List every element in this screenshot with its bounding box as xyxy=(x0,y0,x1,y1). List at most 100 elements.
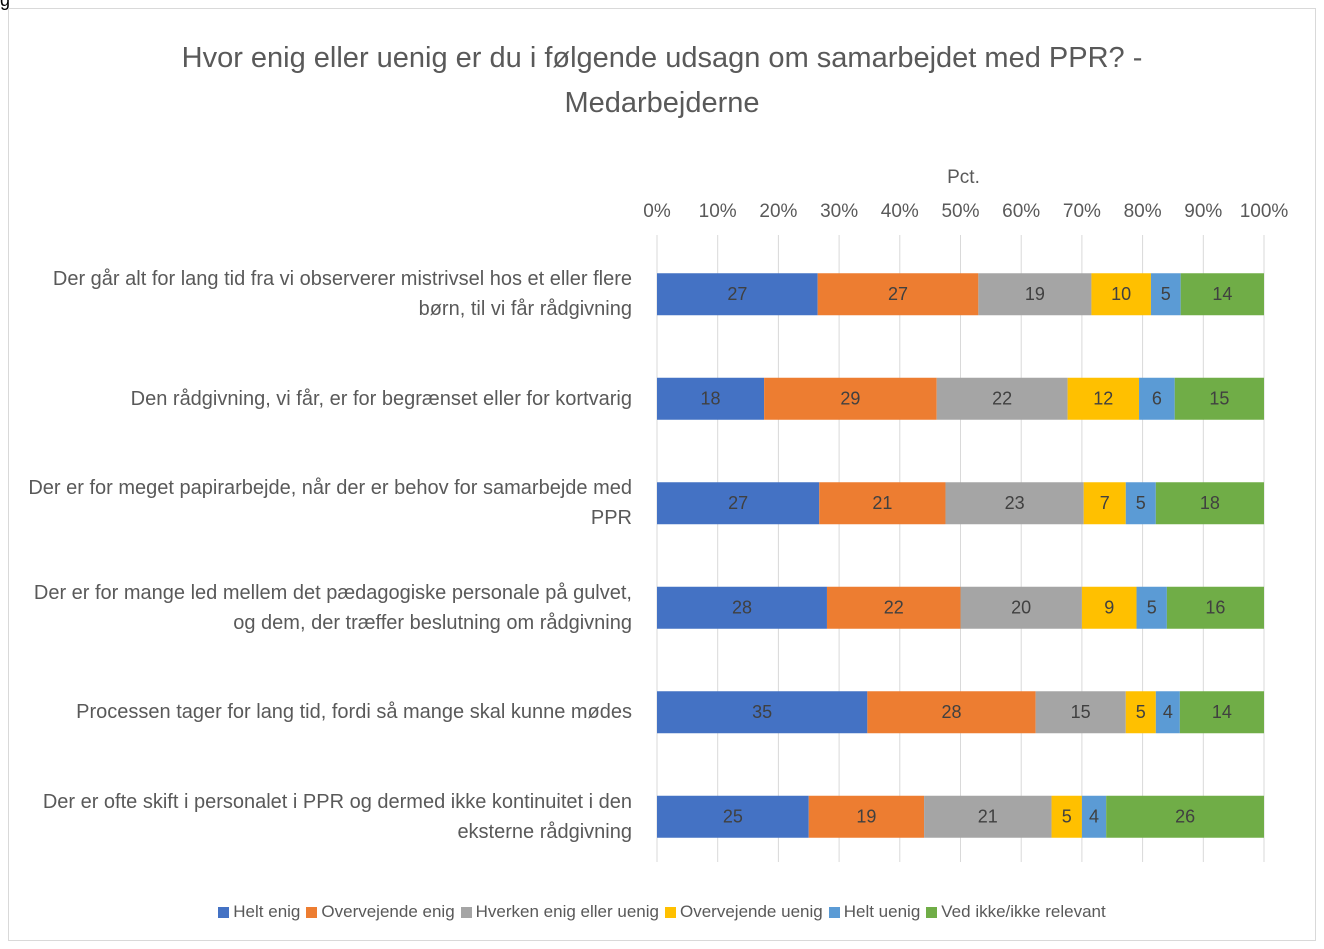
bar-segment xyxy=(657,377,765,420)
bar-segment xyxy=(1106,795,1264,838)
bar-segment xyxy=(819,482,946,525)
y-tick-label: Der går alt for lang tid fra vi observer… xyxy=(52,268,632,321)
legend-swatch xyxy=(828,906,840,918)
data-label: 5 xyxy=(1136,493,1146,513)
bar-segment xyxy=(1136,586,1167,629)
x-tick-label: 0% xyxy=(643,201,671,222)
legend: Helt enig Overvejende enig Hverken enig el… xyxy=(0,902,1324,922)
bar-segment xyxy=(808,795,925,838)
data-label: 19 xyxy=(1025,284,1045,304)
legend-label: Helt enig xyxy=(233,902,301,921)
x-tick-label: 80% xyxy=(1124,201,1162,222)
y-tick-label: Processen tager for lang tid, fordi så m… xyxy=(76,701,632,724)
data-label: 5 xyxy=(1147,598,1157,618)
data-label: 18 xyxy=(1200,493,1220,513)
bar-segment xyxy=(1150,273,1181,316)
data-label: 9 xyxy=(1104,598,1114,618)
bar-segment xyxy=(657,273,818,316)
x-tick-label: 40% xyxy=(881,201,919,222)
x-tick-label: 20% xyxy=(759,201,797,222)
data-label: 5 xyxy=(1136,702,1146,722)
data-label: 19 xyxy=(856,807,876,827)
bar-segment xyxy=(764,377,937,420)
legend-label: Overvejende uenig xyxy=(680,902,823,921)
data-label: 26 xyxy=(1175,807,1195,827)
bar-segment xyxy=(657,795,809,838)
data-label: 28 xyxy=(732,598,752,618)
y-tick-label: Der er for meget papirarbejde, når der e… xyxy=(28,477,632,530)
bar-segment xyxy=(936,377,1068,420)
data-label: 22 xyxy=(884,598,904,618)
y-tick-label: Der er ofte skift i personalet i PPR og … xyxy=(42,790,632,843)
bar-segment xyxy=(657,482,820,525)
data-label: 35 xyxy=(752,702,772,722)
corner-text: g xyxy=(0,0,11,10)
bar-segment xyxy=(978,273,1092,316)
legend-item: Hverken enig eller uenig xyxy=(460,902,659,922)
bar-segment xyxy=(1051,795,1082,838)
data-label: 14 xyxy=(1212,284,1232,304)
data-label: 5 xyxy=(1062,807,1072,827)
bar-segment xyxy=(1035,691,1126,734)
data-label: 4 xyxy=(1163,702,1173,722)
bar-segment xyxy=(960,586,1082,629)
bar-segment xyxy=(1174,377,1264,420)
bar-segment xyxy=(1180,273,1264,316)
data-label: 27 xyxy=(728,493,748,513)
legend-item: Overvejende enig xyxy=(306,902,455,922)
legend-swatch xyxy=(218,906,230,918)
legend-label: Helt uenig xyxy=(843,902,921,921)
data-label: 5 xyxy=(1161,284,1171,304)
bar-segment xyxy=(1125,482,1156,525)
data-label: 6 xyxy=(1152,389,1162,409)
bar-segment xyxy=(1091,273,1151,316)
bar-segment xyxy=(657,586,827,629)
data-label: 15 xyxy=(1071,702,1091,722)
chart-title: Hvor enig eller uenig er du i følgende u… xyxy=(181,42,1143,119)
x-tick-label: 10% xyxy=(699,201,737,222)
data-label: 16 xyxy=(1205,598,1225,618)
bar-segment xyxy=(1179,691,1264,734)
data-label: 21 xyxy=(978,807,998,827)
data-label: 18 xyxy=(701,389,721,409)
bar-segment xyxy=(1139,377,1175,420)
legend-item: Overvejende uenig xyxy=(665,902,823,922)
x-tick-label: 50% xyxy=(941,201,979,222)
x-tick-label: 60% xyxy=(1002,201,1040,222)
bar-segment xyxy=(1081,586,1137,629)
chart-border xyxy=(8,8,1316,941)
data-label: 7 xyxy=(1100,493,1110,513)
data-label: 21 xyxy=(872,493,892,513)
y-tick-label: Der er for mange led mellem det pædagogi… xyxy=(33,581,632,634)
data-label: 27 xyxy=(727,284,747,304)
legend-label: Ved ikke/ikke relevant xyxy=(941,902,1106,921)
bar-segment xyxy=(1083,482,1126,525)
bar-segment xyxy=(817,273,979,316)
data-label: 25 xyxy=(723,807,743,827)
bar-segment xyxy=(924,795,1052,838)
data-label: 12 xyxy=(1093,389,1113,409)
x-tick-label: 70% xyxy=(1063,201,1101,222)
bar-segment xyxy=(945,482,1084,525)
data-label: 22 xyxy=(992,389,1012,409)
data-label: 15 xyxy=(1209,389,1229,409)
data-label: 4 xyxy=(1089,807,1099,827)
bar-segment xyxy=(1166,586,1264,629)
bar-segment xyxy=(657,691,868,734)
legend-swatch xyxy=(460,906,472,918)
y-tick-label: Den rådgivning, vi får, er for begrænset… xyxy=(130,387,632,410)
legend-item: Ved ikke/ikke relevant xyxy=(926,902,1106,922)
data-label: 27 xyxy=(888,284,908,304)
bar-segment xyxy=(1155,482,1264,525)
legend-swatch xyxy=(306,906,318,918)
legend-item: Helt enig xyxy=(218,902,300,922)
bar-segment xyxy=(1155,691,1180,734)
bar-segment xyxy=(1125,691,1156,734)
data-label: 10 xyxy=(1111,284,1131,304)
bar-segment xyxy=(1081,795,1107,838)
bar-segment xyxy=(826,586,961,629)
legend-label: Overvejende enig xyxy=(321,902,455,921)
legend-label: Hverken enig eller uenig xyxy=(475,902,659,921)
